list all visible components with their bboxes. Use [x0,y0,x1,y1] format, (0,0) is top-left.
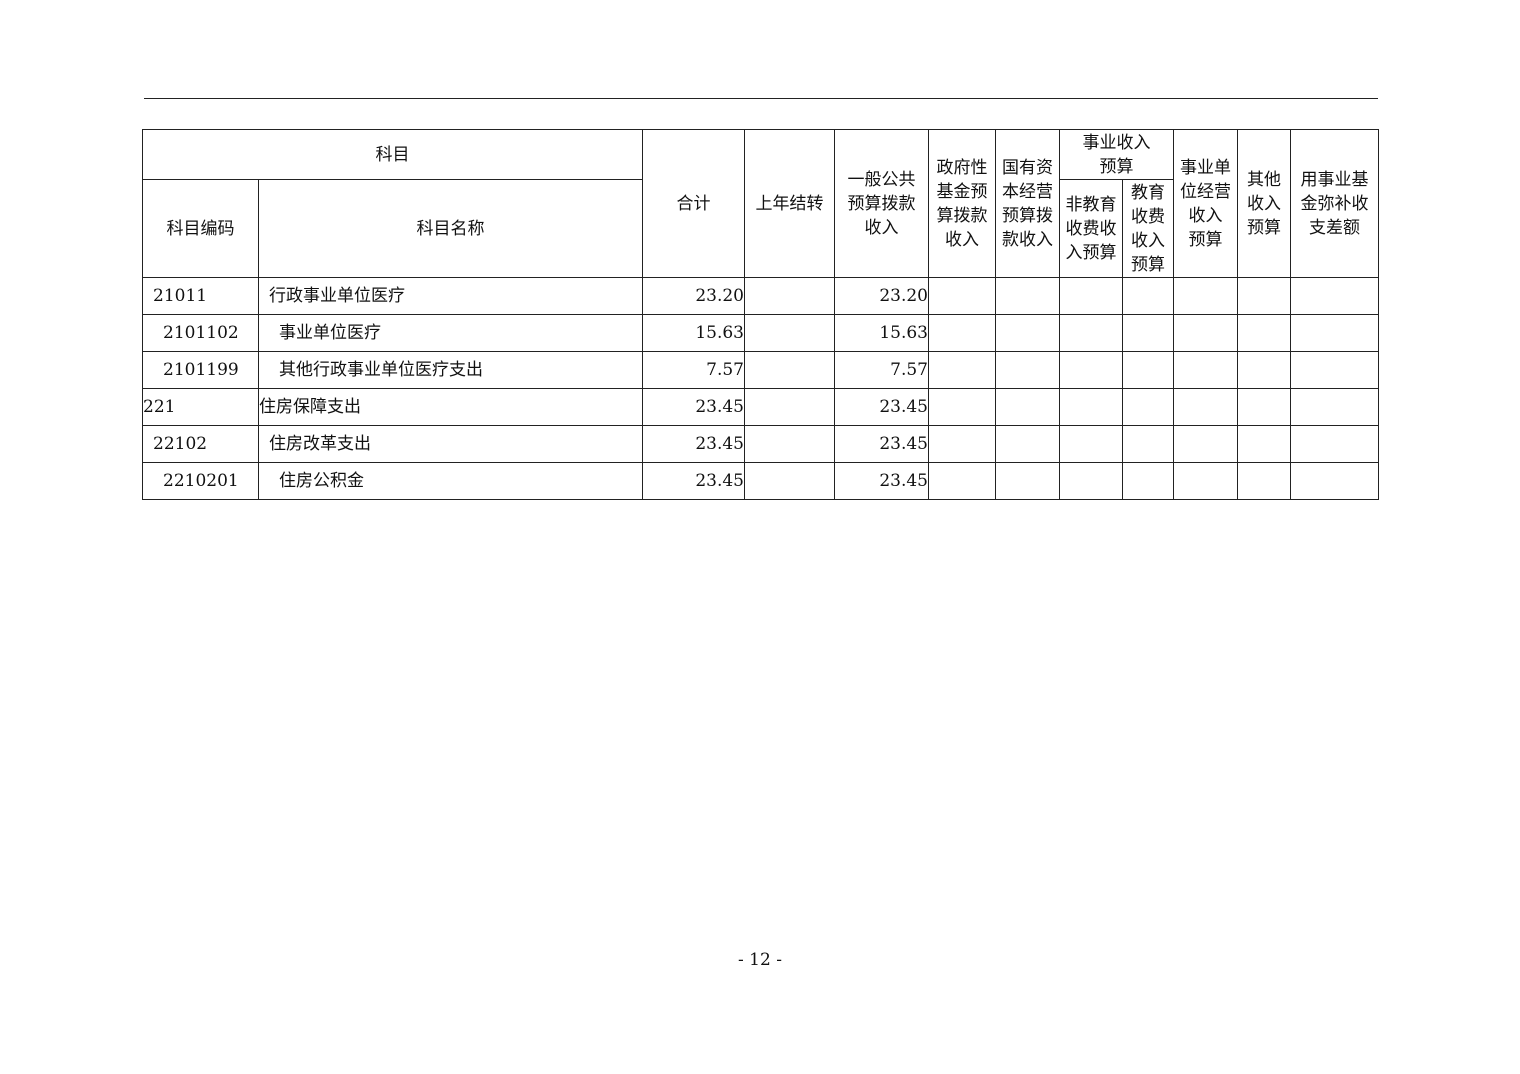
carryover-cell [744,351,835,389]
empty-cell [1122,314,1174,352]
name-cell: 行政事业单位医疗 [258,277,643,315]
general-cell: 15.63 [834,314,929,352]
header-rule [144,98,1378,99]
code-cell: 2101199 [142,351,259,389]
empty-cell [1059,462,1123,500]
empty-cell [1059,425,1123,463]
empty-cell [1237,351,1291,389]
empty-cell [1290,277,1379,315]
carryover-cell [744,388,835,426]
budget-table: 科目 合计 上年结转 一般公共 预算拨款 收入 政府性 基金预 算拨款 收入 国… [142,129,1379,500]
general-cell: 23.45 [834,462,929,500]
empty-cell [1173,351,1238,389]
empty-cell [1059,388,1123,426]
empty-cell [928,314,996,352]
empty-cell [928,462,996,500]
total-cell: 23.45 [642,462,745,500]
table-row: 2210201 住房公积金 23.45 23.45 [142,462,1379,500]
name-cell: 住房公积金 [258,462,643,500]
empty-cell [928,351,996,389]
empty-cell [1290,462,1379,500]
header-other: 其他 收入 预算 [1237,129,1291,278]
empty-cell [995,351,1060,389]
total-cell: 7.57 [642,351,745,389]
header-unit-operation: 事业单 位经营 收入 预算 [1173,129,1238,278]
table-row: 21011 行政事业单位医疗 23.20 23.20 [142,277,1379,315]
total-cell: 23.45 [642,388,745,426]
carryover-cell [744,277,835,315]
empty-cell [1122,388,1174,426]
code-cell: 22102 [142,425,259,463]
header-edu: 教育 收费 收入 预算 [1122,179,1174,278]
empty-cell [995,425,1060,463]
empty-cell [1237,277,1291,315]
empty-cell [995,388,1060,426]
code-cell: 2210201 [142,462,259,500]
header-state-capital: 国有资 本经营 预算拨 款收入 [995,129,1060,278]
table-row: 22102 住房改革支出 23.45 23.45 [142,425,1379,463]
header-name: 科目名称 [258,179,643,278]
total-cell: 15.63 [642,314,745,352]
carryover-cell [744,462,835,500]
header-fund-offset: 用事业基 金弥补收 支差额 [1290,129,1379,278]
header-total: 合计 [642,129,745,278]
empty-cell [1237,425,1291,463]
empty-cell [1122,277,1174,315]
table-row: 221 住房保障支出 23.45 23.45 [142,388,1379,426]
header-carryover: 上年结转 [744,129,835,278]
page-number: - 12 - [738,950,782,970]
carryover-cell [744,314,835,352]
empty-cell [995,462,1060,500]
code-cell: 2101102 [142,314,259,352]
carryover-cell [744,425,835,463]
empty-cell [995,314,1060,352]
empty-cell [1290,351,1379,389]
empty-cell [1059,314,1123,352]
empty-cell [1290,314,1379,352]
general-cell: 7.57 [834,351,929,389]
empty-cell [1237,388,1291,426]
empty-cell [1059,277,1123,315]
empty-cell [1173,462,1238,500]
header-code: 科目编码 [142,179,259,278]
name-cell: 事业单位医疗 [258,314,643,352]
empty-cell [1173,277,1238,315]
empty-cell [1122,351,1174,389]
empty-cell [1173,388,1238,426]
total-cell: 23.20 [642,277,745,315]
table-row: 2101102 事业单位医疗 15.63 15.63 [142,314,1379,352]
empty-cell [1122,425,1174,463]
code-cell: 21011 [142,277,259,315]
empty-cell [995,277,1060,315]
table-row: 2101199 其他行政事业单位医疗支出 7.57 7.57 [142,351,1379,389]
general-cell: 23.45 [834,425,929,463]
general-cell: 23.45 [834,388,929,426]
empty-cell [1290,388,1379,426]
total-cell: 23.45 [642,425,745,463]
name-cell: 住房保障支出 [258,388,643,426]
empty-cell [1237,462,1291,500]
general-cell: 23.20 [834,277,929,315]
header-non-edu: 非教育 收费收 入预算 [1059,179,1123,278]
code-cell: 221 [142,388,259,426]
empty-cell [1059,351,1123,389]
empty-cell [928,277,996,315]
empty-cell [928,425,996,463]
empty-cell [1173,425,1238,463]
empty-cell [1237,314,1291,352]
empty-cell [928,388,996,426]
header-general: 一般公共 预算拨款 收入 [834,129,929,278]
name-cell: 住房改革支出 [258,425,643,463]
empty-cell [1122,462,1174,500]
header-subject: 科目 [142,129,643,180]
header-gov-fund: 政府性 基金预 算拨款 收入 [928,129,996,278]
empty-cell [1173,314,1238,352]
header-business-income: 事业收入 预算 [1059,129,1174,180]
name-cell: 其他行政事业单位医疗支出 [258,351,643,389]
empty-cell [1290,425,1379,463]
